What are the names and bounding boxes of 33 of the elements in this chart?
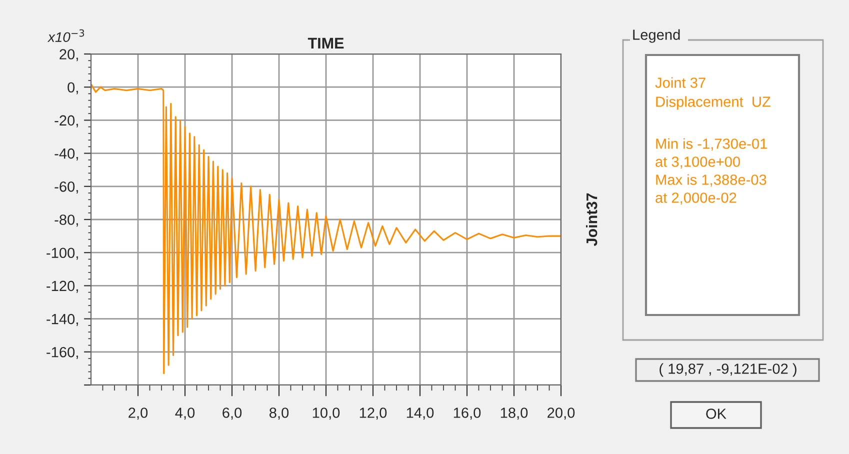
line-series <box>91 84 561 374</box>
y-axis-title: Joint37 <box>586 193 598 246</box>
y-tick-label: -60, <box>54 182 78 194</box>
y-tick-label: 0, <box>68 82 78 94</box>
y-tick-label: 20, <box>60 49 78 62</box>
y-tick-label: -140, <box>46 314 78 326</box>
y-tick-label: -40, <box>54 148 78 160</box>
y-tick-label: -160, <box>46 347 78 360</box>
text: Max is 1,388e-03 <box>656 174 766 187</box>
y-tick-label: -20, <box>54 115 78 128</box>
text: OK <box>706 408 726 419</box>
y-tick-label: -80, <box>54 214 78 227</box>
x-tick-label: 10,0 <box>312 408 340 420</box>
x-axis-title: TIME <box>308 38 344 48</box>
x-tick-label: 20,0 <box>548 408 575 420</box>
text: Min is -1,730e-01 <box>656 138 767 151</box>
y-tick-label: -120, <box>46 280 78 293</box>
x-tick-label: 4,0 <box>175 408 195 420</box>
text: Displacement UZ <box>656 96 770 110</box>
x-tick-label: 16,0 <box>454 408 481 420</box>
x-tick-label: 18,0 <box>500 408 528 420</box>
text: x10$^{−3}$ <box>47 29 84 42</box>
y-tick-label: -100, <box>46 248 78 260</box>
text: at 2,000e-02 <box>656 192 736 205</box>
x-tick-label: 12,0 <box>360 408 387 420</box>
text: Joint 37 <box>655 77 706 88</box>
x-tick-label: 14,0 <box>406 408 434 420</box>
x-tick-label: 2,0 <box>128 408 148 420</box>
x-tick-label: 8,0 <box>270 408 289 420</box>
x-tick-label: 6,0 <box>222 408 242 420</box>
text: ( 19,87 , -9,121E-02 ) <box>660 363 796 377</box>
text: Legend <box>633 29 680 43</box>
text: at 3,100e+00 <box>656 156 740 169</box>
